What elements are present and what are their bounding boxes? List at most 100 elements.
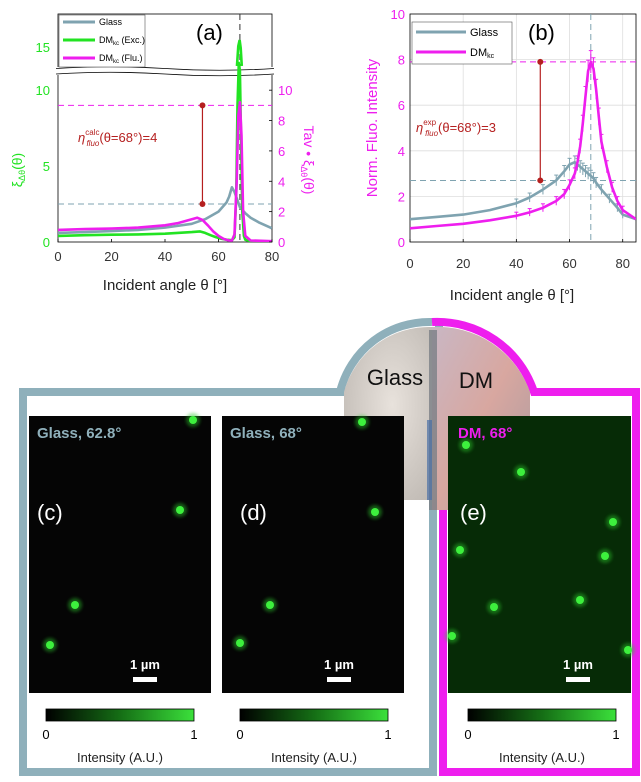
chart-a-xtick-label: 40 (158, 249, 172, 264)
fluorescent-spot (236, 639, 244, 647)
chart-b-reference-lines (410, 14, 636, 242)
colorbar-d (239, 708, 389, 722)
chart-b-series-group (410, 50, 636, 230)
colorbar-d-max: 1 (384, 727, 391, 742)
fluorescent-spot (624, 646, 632, 654)
chart-b-ytick-label: 10 (391, 7, 405, 22)
image-e-scalebar (566, 677, 590, 682)
chart-b: ηexp fluo(θ=68°)=3 0 20 40 60 80 0 2 4 6 8 10 Glass… (364, 7, 637, 304)
colorbar-e (467, 708, 617, 722)
image-c-scalebar-label: 1 µm (130, 657, 160, 672)
image-e-title: DM, 68° (458, 425, 512, 442)
chart-a-series-dm-flu (58, 101, 272, 242)
chart-b-xtick-label: 0 (406, 256, 413, 271)
colorbar-d-label: Intensity (A.U.) (271, 750, 357, 765)
legend-b-glass-label: Glass (470, 27, 499, 39)
colorbar-e-max: 1 (612, 727, 619, 742)
chart-b-ytick-label: 6 (398, 98, 405, 113)
chart-b-ytick-label: 8 (398, 53, 405, 68)
colorbar-c-min: 0 (42, 727, 49, 742)
chart-a-legend: Glass DMkc (Exc.) DMkc (Flu.) (58, 14, 146, 68)
chart-a-xlabel: Incident angle θ [°] (103, 277, 227, 294)
fluorescent-spot (609, 518, 617, 526)
chart-b-xtick-label: 20 (456, 256, 470, 271)
chart-a-panel-label: (a) (196, 20, 223, 45)
chart-a-ylabel-left: ξΔθ(θ) (9, 153, 27, 187)
fluorescent-spot (462, 441, 470, 449)
micrograph-c-spots (43, 413, 200, 652)
chart-a-ytick-right-label: 10 (278, 83, 292, 98)
chart-b-xtick-label: 40 (509, 256, 523, 271)
chart-a-ytick-left-label: 5 (43, 159, 50, 174)
chart-b-ylabel: Norm. Fluo. Intensity (364, 58, 381, 197)
chart-a: ηcalc fluo(θ=68°)=4 0 20 40 60 80051015024681… (9, 13, 317, 294)
wafer-glass-label: Glass (367, 365, 423, 390)
chart-a-ytick-left-label: 0 (43, 235, 50, 250)
fluorescent-spot (71, 601, 79, 609)
chart-a-xtick-label: 0 (54, 249, 61, 264)
fluorescent-spot (189, 416, 197, 424)
chart-a-xtick-label: 20 (104, 249, 118, 264)
image-e-panel-label: (e) (460, 500, 487, 525)
image-d-scalebar (327, 677, 351, 682)
fluorescent-spot (266, 601, 274, 609)
fluorescent-spot (46, 641, 54, 649)
fluorescent-spot (358, 418, 366, 426)
fluorescent-spot (601, 552, 609, 560)
legend-a-glass-label: Glass (99, 17, 123, 27)
chart-a-series-glass (58, 186, 272, 235)
chart-b-ticks: 0 20 40 60 80 0 2 4 6 8 10 (391, 7, 630, 271)
chart-a-series-dm-exc-upper (235, 39, 244, 67)
chart-a-xtick-label: 80 (265, 249, 279, 264)
colorbar-e-label: Intensity (A.U.) (499, 750, 585, 765)
fluorescent-spot (517, 468, 525, 476)
chart-a-annotation-point-high (199, 102, 206, 109)
chart-b-xtick-label: 60 (562, 256, 576, 271)
chart-a-ytick-right-label: 2 (278, 205, 285, 220)
colorbar-c (45, 708, 195, 722)
chart-b-series-dm (410, 60, 636, 230)
legend-a-flu-label: DMkc (Flu.) (99, 53, 143, 65)
chart-a-ytick-left-label: 15 (36, 40, 50, 55)
chart-b-panel-label: (b) (528, 20, 555, 45)
image-panel-c: Glass, 62.8° (c) 1 µm 0 1 Intensity (A.U… (29, 413, 211, 765)
chart-b-ytick-label: 4 (398, 144, 405, 159)
fluorescent-spot (490, 603, 498, 611)
image-d-title: Glass, 68° (230, 425, 302, 442)
colorbar-c-label: Intensity (A.U.) (77, 750, 163, 765)
image-panel-d: Glass, 68° (d) 1 µm 0 1 Intensity (A.U.) (222, 415, 404, 765)
chart-b-legend: Glass DMkc (411, 21, 513, 65)
chart-b-annotation-text: ηexp fluo(θ=68°)=3 (416, 118, 496, 138)
image-panel-e: DM, 68° (e) 1 µm 0 1 Intensity (A.U.) (445, 416, 635, 765)
image-c-scalebar (133, 677, 157, 682)
fluorescent-spot (576, 596, 584, 604)
wafer-dm-label: DM (459, 368, 493, 393)
chart-a-ylabel-right: Tav • ξΔθ(θ) (299, 126, 317, 195)
chart-a-xtick-label: 60 (211, 249, 225, 264)
glass-frame-arc (336, 317, 433, 394)
chart-a-ytick-left-label: 10 (36, 83, 50, 98)
fluorescent-spot (371, 508, 379, 516)
colorbar-e-min: 0 (464, 727, 471, 742)
image-c-panel-label: (c) (37, 500, 63, 525)
micrograph-c (29, 416, 211, 693)
colorbar-c-max: 1 (190, 727, 197, 742)
chart-b-annotation-point-low (537, 177, 544, 184)
micrograph-d-spots (233, 415, 382, 650)
chart-a-ytick-right-label: 4 (278, 174, 285, 189)
chart-b-frame (409, 13, 637, 243)
chart-a-series-group (58, 39, 272, 242)
chart-a-annotation-text: ηcalc fluo(θ=68°)=4 (78, 128, 157, 148)
chart-a-annotation: ηcalc fluo(θ=68°)=4 (78, 102, 206, 208)
chart-b-xtick-label: 80 (615, 256, 629, 271)
chart-b-xlabel: Incident angle θ [°] (450, 287, 574, 304)
chart-b-annotation: ηexp fluo(θ=68°)=3 (416, 58, 544, 184)
chart-a-ytick-right-label: 6 (278, 144, 285, 159)
image-d-panel-label: (d) (240, 500, 267, 525)
fluorescent-spot (456, 546, 464, 554)
chart-b-ytick-label: 0 (398, 235, 405, 250)
legend-a-exc-label: DMkc (Exc.) (99, 35, 145, 47)
micrograph-e-spots (445, 438, 635, 657)
dm-frame (431, 317, 640, 776)
